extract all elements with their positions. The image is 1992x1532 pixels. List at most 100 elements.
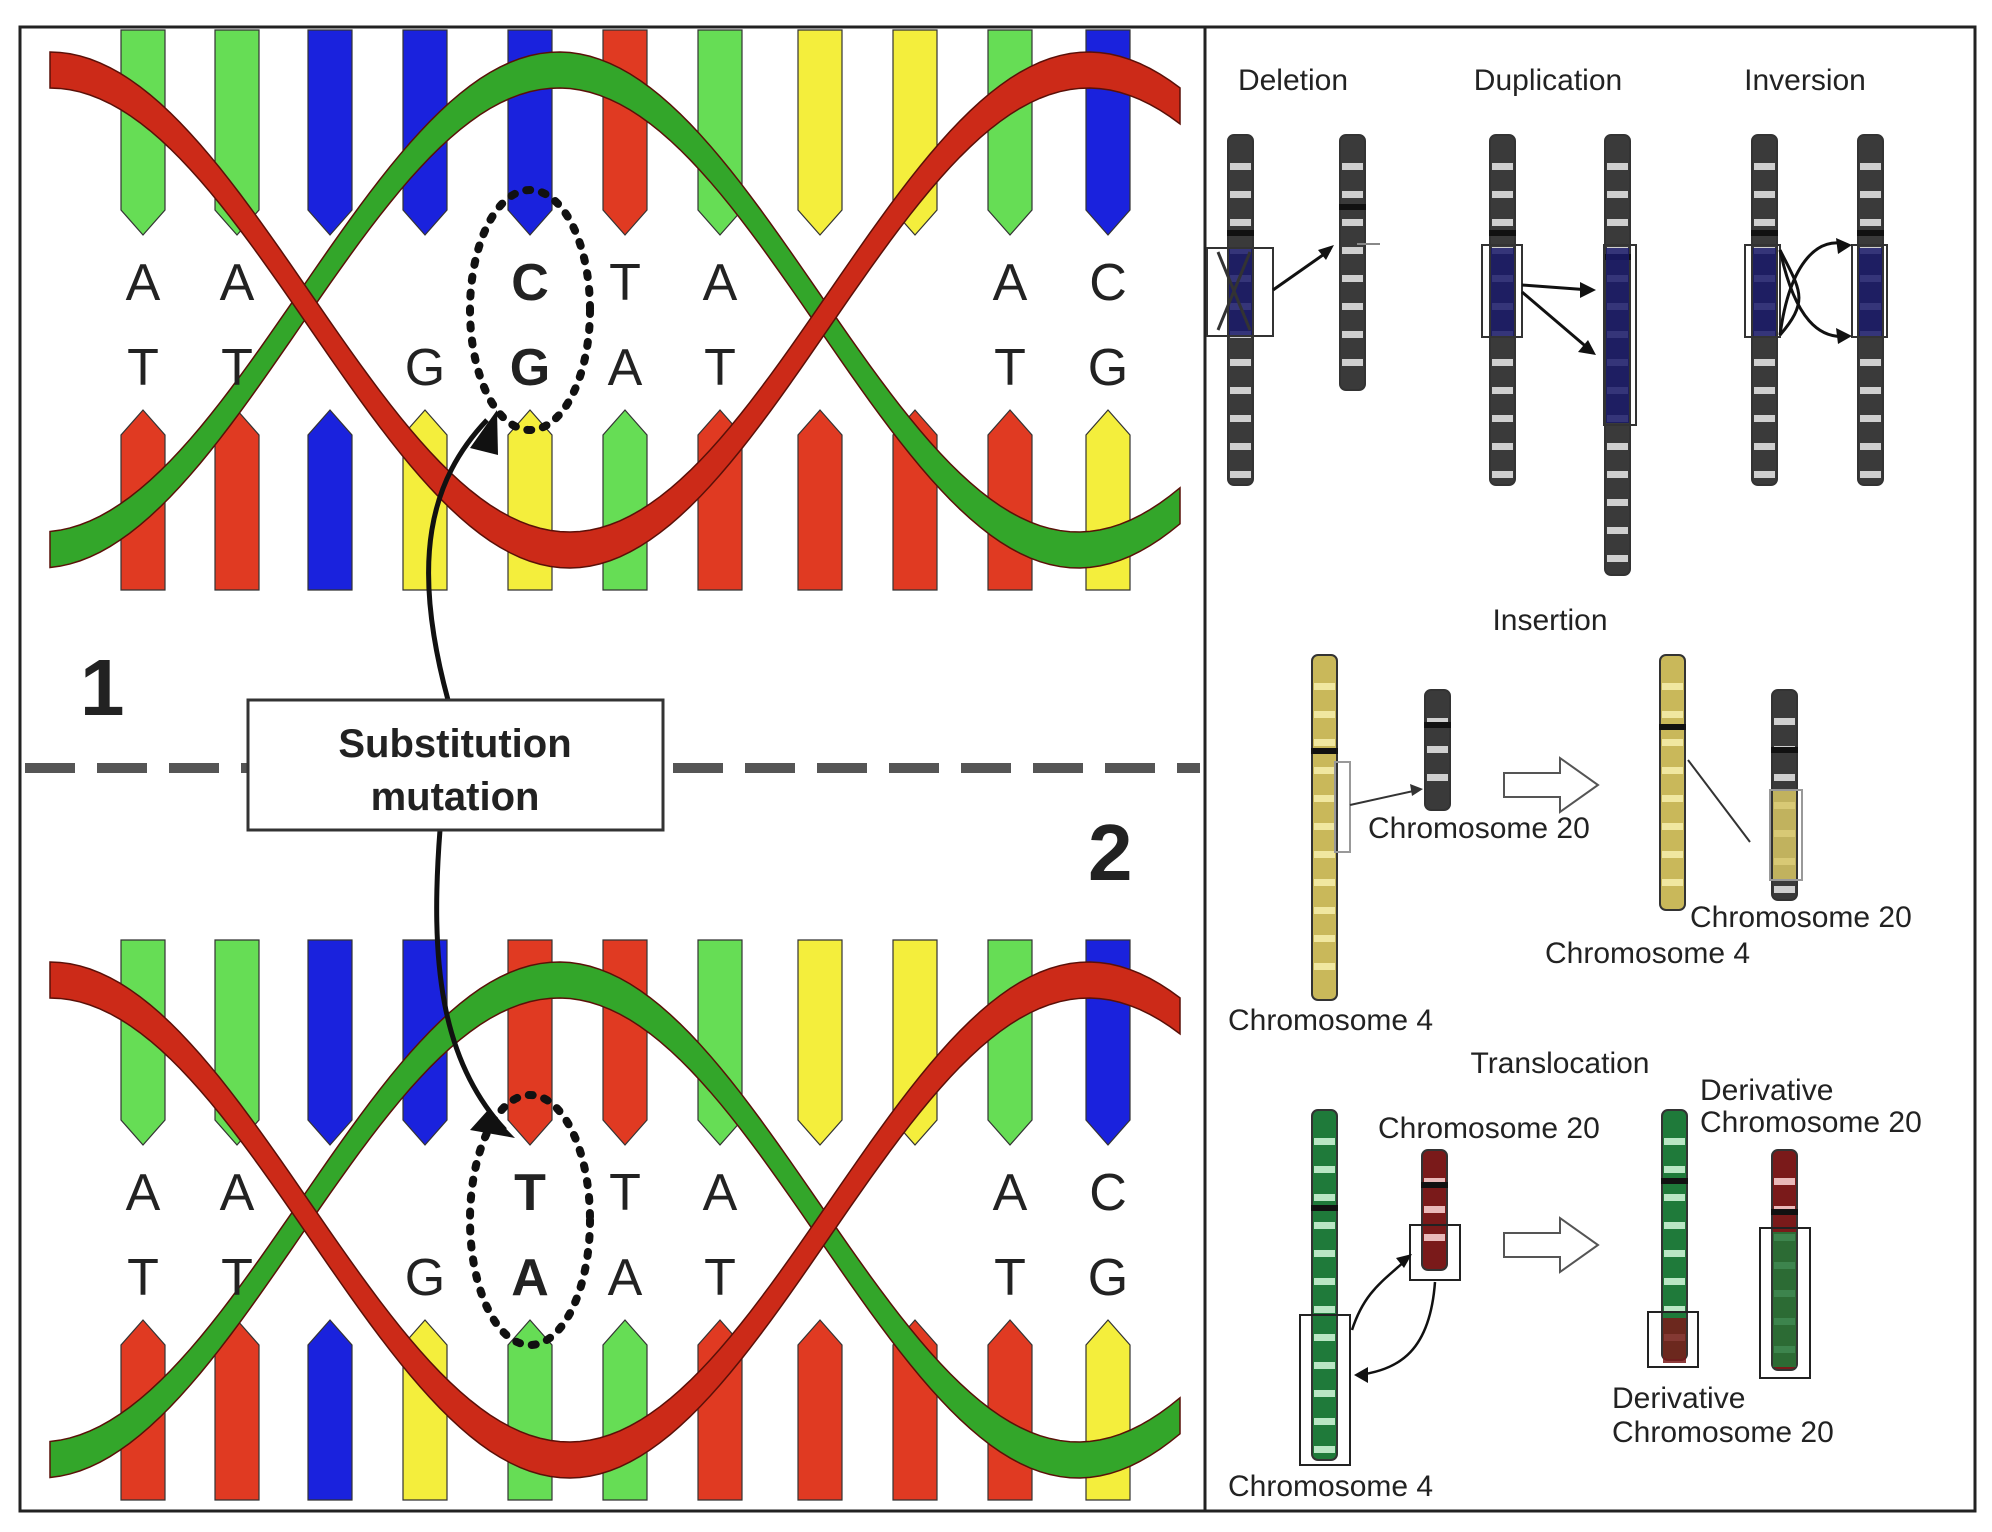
translocation-result-box-b <box>1759 1227 1811 1379</box>
insertion-result-box <box>1769 789 1803 881</box>
helix-1-green-strand <box>49 51 1181 569</box>
arrow-to-panel-2 <box>434 829 507 1132</box>
helix-2-bottom-letter-1: T <box>221 1249 253 1307</box>
translocation-derivative-top-1: Derivative <box>1700 1074 1833 1107</box>
inversion-arrow-head-2 <box>1836 328 1852 344</box>
helix-2-bottom-letter-3: G <box>405 1249 445 1307</box>
translocation-derivative-bottom-1: Derivative <box>1612 1382 1745 1415</box>
helix-2-bottom-letter-4: A <box>511 1249 549 1307</box>
panel-1-number: 1 <box>80 643 125 732</box>
translocation-derivative-chr20 <box>1771 1149 1798 1371</box>
helix-1-bottom-letter-3: G <box>405 339 445 397</box>
helix-1-bottom-letter-9: T <box>994 339 1026 397</box>
helix-2-bottom-base-1 <box>214 1319 260 1501</box>
helix-2-top-letter-4: T <box>514 1164 546 1222</box>
helix-2-top-base-2 <box>307 939 353 1146</box>
translocation-arrow-2 <box>1357 1281 1437 1377</box>
callout-line-2: mutation <box>371 775 540 819</box>
inversion-heading: Inversion <box>1744 64 1866 97</box>
panel-2-number: 2 <box>1088 808 1133 897</box>
chromosome-panel: Deletion Duplication Inversion Insertion… <box>1206 64 1922 1503</box>
helix-2-top-base-7 <box>797 939 843 1146</box>
arrow-head-1 <box>470 410 498 455</box>
helix-1-bottom-letter-4: G <box>510 339 550 397</box>
helix-2-bottom-letter-9: T <box>994 1249 1026 1307</box>
helix-1-bottom-base-7 <box>797 409 843 591</box>
inversion-result-chromosome <box>1857 134 1884 486</box>
deletion-box <box>1206 247 1274 337</box>
translocation-derivative-bottom-2: Chromosome 20 <box>1612 1416 1834 1449</box>
deletion-arrow <box>1272 248 1331 292</box>
duplication-arrow-1 <box>1521 283 1591 292</box>
deletion-cross-b <box>1216 251 1252 331</box>
helix-2-top-letter-1: A <box>220 1164 255 1222</box>
helix-1-top-letter-6: A <box>703 254 738 312</box>
duplication-box <box>1481 244 1523 338</box>
translocation-heading: Translocation <box>1471 1047 1650 1080</box>
insertion-chr20-result-label: Chromosome 20 <box>1690 901 1912 934</box>
inversion-box <box>1744 244 1781 338</box>
helix-2-bottom-letter-5: A <box>608 1249 643 1307</box>
helix-1-bottom-letter-1: T <box>221 339 253 397</box>
insertion-result-chr4 <box>1659 654 1686 911</box>
helix-1-red-strand <box>49 51 1181 569</box>
mutation-highlight-1 <box>466 186 594 434</box>
helix-1-top-letter-9: A <box>993 254 1028 312</box>
helix-1-bottom-letter-5: A <box>608 339 643 397</box>
helix-1-bottom-letter-6: T <box>704 339 736 397</box>
translocation-arrow-head-2 <box>1354 1367 1368 1383</box>
inversion-arrow-head-1 <box>1836 238 1852 254</box>
duplication-arrow-head-2 <box>1578 340 1596 355</box>
helix-2-top-base-5 <box>602 939 648 1146</box>
helix-2-bottom-base-7 <box>797 1319 843 1501</box>
translocation-derivative-chr4 <box>1661 1109 1688 1363</box>
arrow-head-2 <box>470 1110 515 1138</box>
substitution-callout <box>246 698 665 832</box>
translocation-box-chr20 <box>1409 1224 1461 1281</box>
translocation-box-chr4 <box>1299 1314 1351 1466</box>
duplication-heading: Duplication <box>1474 64 1622 97</box>
insertion-heading: Insertion <box>1492 604 1607 637</box>
insertion-arrow <box>1349 789 1419 806</box>
insertion-chr20 <box>1424 689 1451 811</box>
helix-1-top-letter-4: C <box>511 254 549 312</box>
helix-1-top-base-9 <box>987 29 1033 236</box>
helix-1-bottom-letter-0: T <box>127 339 159 397</box>
insertion-chr4-result-label: Chromosome 4 <box>1545 937 1750 970</box>
insertion-chr4 <box>1311 654 1338 1001</box>
inversion-result-box <box>1851 244 1888 338</box>
helix-1-bottom-base-2 <box>307 409 353 591</box>
helix-1-top-base-5 <box>602 29 648 236</box>
helix-2-bottom-letter-6: T <box>704 1249 736 1307</box>
translocation-chr4 <box>1311 1109 1338 1461</box>
insertion-result-line <box>1687 759 1751 843</box>
translocation-derivative-top-2: Chromosome 20 <box>1700 1106 1922 1139</box>
translocation-chr4-label: Chromosome 4 <box>1228 1470 1433 1503</box>
translocation-arrow-head-1 <box>1396 1254 1412 1268</box>
helix-2-top-base-9 <box>987 939 1033 1146</box>
inversion-chromosome <box>1751 134 1778 486</box>
helix-1-top-letter-1: A <box>220 254 255 312</box>
insertion-open-arrow <box>1503 756 1600 814</box>
duplication-arrow-head-1 <box>1580 282 1596 298</box>
mutation-highlight-2 <box>466 1091 594 1349</box>
duplication-arrow-2 <box>1521 290 1591 352</box>
helix-2-bottom-letter-10: G <box>1088 1249 1128 1307</box>
helix-1-bottom-base-5 <box>602 409 648 591</box>
helix-2-red-strand <box>49 961 1181 1479</box>
translocation-open-arrow <box>1503 1216 1600 1274</box>
helix-1-top-letter-10: C <box>1089 254 1127 312</box>
insertion-box <box>1334 761 1351 853</box>
helix-1-top-letter-0: A <box>126 254 161 312</box>
helix-1-top-base-7 <box>797 29 843 236</box>
deletion-result-chromosome <box>1339 134 1366 391</box>
helix-2-top-letter-5: T <box>609 1164 641 1222</box>
helix-2-bottom-base-5 <box>602 1319 648 1501</box>
helix-2-green-strand <box>49 961 1181 1479</box>
helix-2-bottom-base-2 <box>307 1319 353 1501</box>
deletion-heading: Deletion <box>1238 64 1348 97</box>
